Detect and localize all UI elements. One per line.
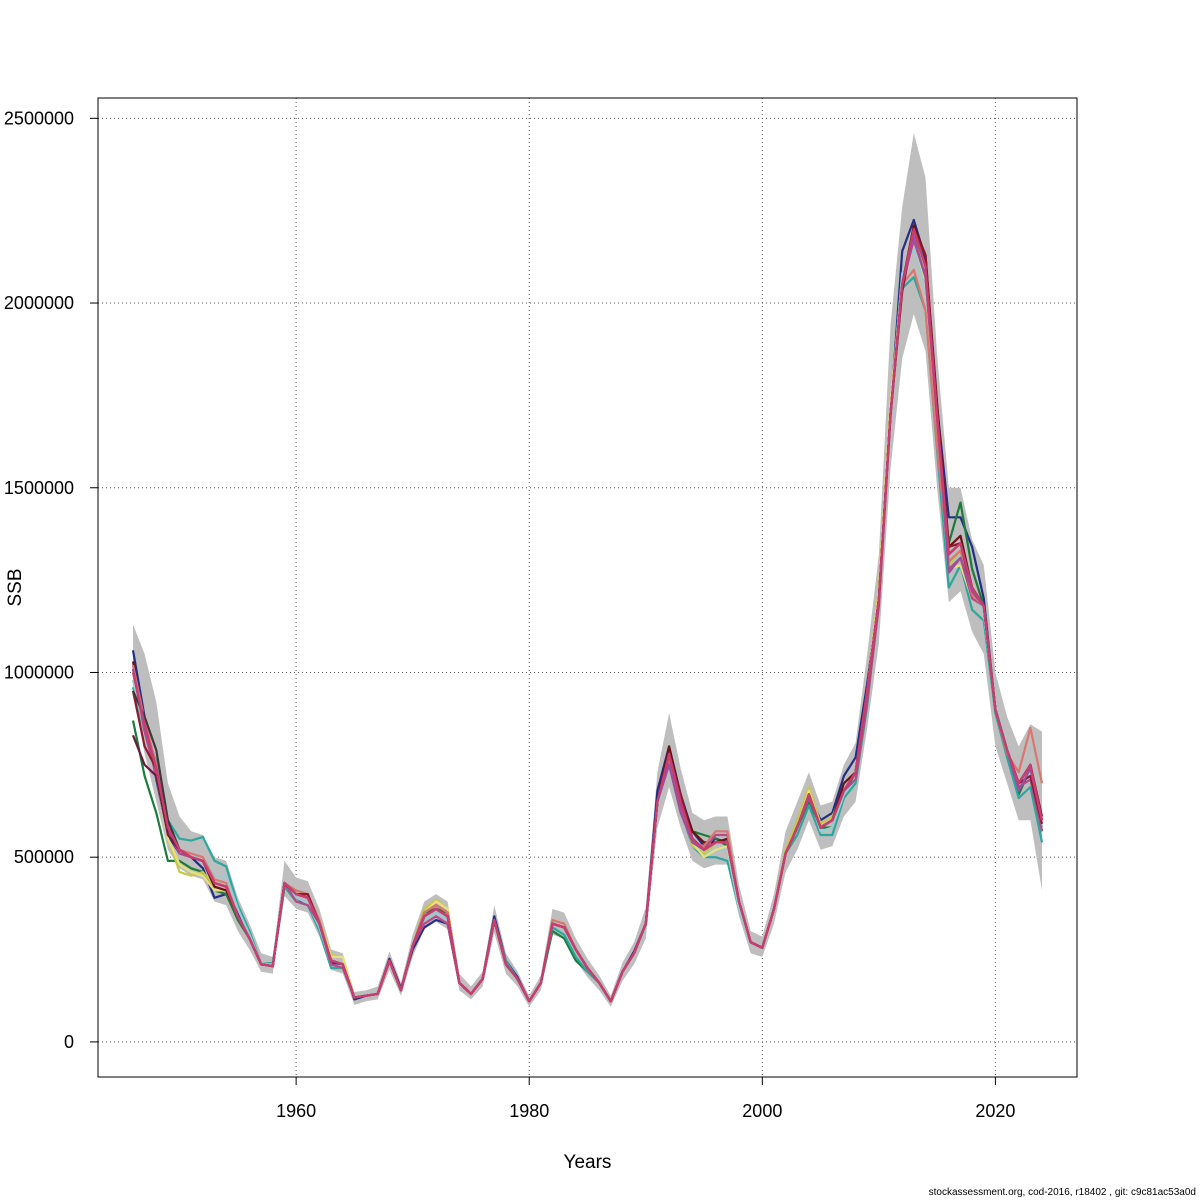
series-line-6 <box>131 239 1044 1003</box>
x-tick-label: 2020 <box>975 1101 1015 1121</box>
x-tick-label: 1960 <box>276 1101 316 1121</box>
x-tick-label: 2000 <box>742 1101 782 1121</box>
x-axis-ticks: 1960 1980 2000 2020 <box>276 1077 1015 1121</box>
plot-frame <box>97 97 1078 1078</box>
series-line-14 <box>131 228 1044 1003</box>
y-tick-label: 0 <box>64 1032 74 1052</box>
y-tick-label: 1000000 <box>4 662 74 682</box>
y-tick-label: 1500000 <box>4 478 74 498</box>
x-axis-title: Years <box>564 1152 612 1173</box>
series-lines <box>131 218 1044 1003</box>
series-line-13 <box>131 235 1044 1003</box>
y-tick-label: 2500000 <box>4 108 74 128</box>
x-tick-label: 1980 <box>509 1101 549 1121</box>
y-axis-ticks: 0 500000 1000000 1500000 2000000 2500000 <box>4 108 98 1052</box>
y-tick-label: 500000 <box>14 847 74 867</box>
series-line-5 <box>131 235 1044 1003</box>
footer-credit: stockassessment.org, cod-2016, r18402 , … <box>928 1187 1196 1198</box>
series-line-9 <box>131 268 1044 1003</box>
y-tick-label: 2000000 <box>4 293 74 313</box>
series-line-3 <box>131 276 1044 1003</box>
series-line-4 <box>131 246 1044 1003</box>
series-line-8 <box>131 239 1044 1003</box>
y-axis-title: SSB <box>5 568 26 606</box>
